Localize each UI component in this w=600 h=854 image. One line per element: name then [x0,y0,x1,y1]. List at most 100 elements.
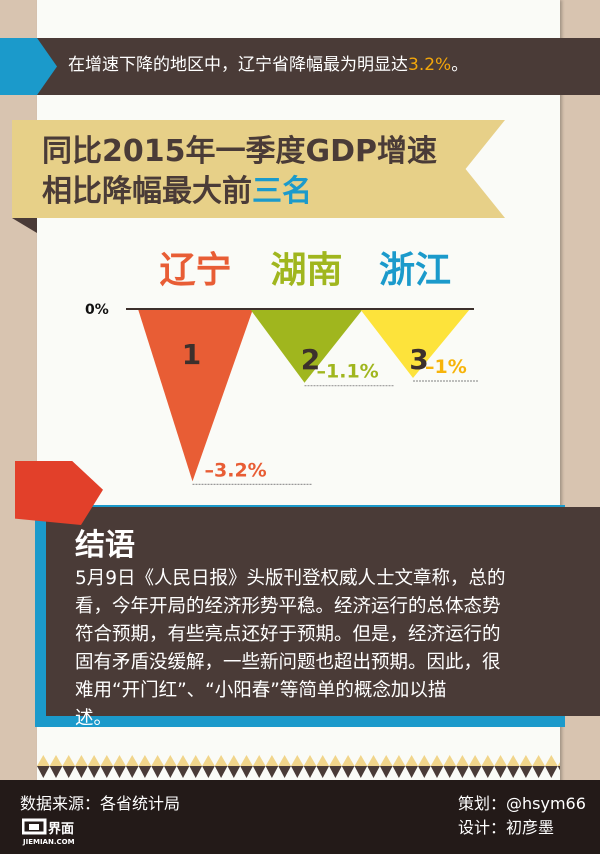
designer-credit: 设计：初彦墨 [458,818,555,837]
zigzag-tooth [62,766,76,778]
category-label: 浙江 [379,250,451,291]
conclusion-line: 固有矛盾没缓解，一些新问题也超出预期。因此，很 [75,652,501,673]
zigzag-tooth [303,755,317,766]
zigzag-tooth [519,755,533,766]
zigzag-tooth [494,766,507,778]
value-label: –3.2% [205,459,267,481]
zigzag-tooth [405,766,418,778]
conclusion-line: 述。 [75,708,113,729]
summary-main: 在增速下降的地区中，辽宁省降幅最为明显达 [68,55,408,75]
zigzag-tooth [189,755,203,766]
svg-text:界面: 界面 [48,821,74,837]
zigzag-tooth [125,755,139,766]
zigzag-tooth [316,766,330,778]
title-ribbon [12,120,505,218]
zigzag-tooth [367,755,380,766]
zigzag-tooth [329,755,342,766]
zigzag-tooth [392,766,406,778]
conclusion-line: 难用“开门红”、“小阳春”等简单的概念加以描 [75,680,447,701]
bar-triangle [250,309,363,383]
category-label: 湖南 [270,250,342,291]
zigzag-tooth [506,766,520,778]
zigzag-tooth [100,766,114,778]
triangle-chart: 辽宁 1 –3.2% 湖南 2–1.1% 浙江 3–1% 0% [85,250,478,485]
zigzag-tooth [240,755,253,766]
zigzag-tooth [75,755,88,766]
rank-label: 2 [301,343,320,376]
zigzag-tooth [329,766,342,778]
zigzag-divider [37,755,560,778]
zigzag-tooth [367,766,380,778]
zigzag-tooth [456,755,469,766]
zigzag-tooth [189,766,203,778]
conclusion-line: 5月9日《人民日报》头版刊登权威人士文章称，总的 [75,568,506,589]
zigzag-tooth [202,755,215,766]
zigzag-tooth [481,766,495,778]
zigzag-tooth [62,755,76,766]
conclusion-line: 看，今年开局的经济形势平稳。经济运行的总体态势 [75,596,501,617]
zigzag-tooth [557,761,560,766]
zigzag-tooth [252,755,266,766]
zigzag-tooth [341,755,355,766]
zigzag-tooth [87,766,101,778]
zigzag-tooth [316,755,330,766]
value-label: –1.1% [317,361,379,383]
title-line-1: 同比2015年一季度GDP增速 [42,134,438,169]
rank-label: 3 [409,343,428,376]
zigzag-tooth [176,755,190,766]
conclusion-body: 5月9日《人民日报》头版刊登权威人士文章称，总的 看，今年开局的经济形势平稳。经… [75,565,506,733]
ribbon-fold [12,218,37,233]
zigzag-tooth [532,755,545,766]
footer: 数据来源：各省统计局 界面 JIEMIAN.COM 策划：@hsym66 设计：… [0,780,600,854]
zigzag-tooth [240,766,253,778]
zigzag-tooth [418,755,431,766]
zigzag-tooth [494,755,507,766]
zigzag-tooth [519,766,533,778]
zigzag-tooth [303,766,317,778]
zigzag-tooth [138,755,152,766]
zigzag-tooth [37,766,50,778]
svg-text:JIEMIAN.COM: JIEMIAN.COM [22,838,75,846]
zero-axis-label: 0% [85,302,109,318]
zigzag-tooth [430,755,444,766]
zigzag-tooth [265,755,279,766]
bar-triangle [138,309,253,482]
zigzag-tooth [379,766,393,778]
zigzag-tooth [291,766,304,778]
category-label: 辽宁 [159,250,231,291]
zigzag-tooth [557,766,560,771]
zigzag-tooth [151,755,164,766]
zigzag-tooth [100,755,114,766]
summary-highlight: 3.2% [408,55,452,75]
zigzag-tooth [75,766,88,778]
zigzag-tooth [354,755,368,766]
bar-triangle [360,309,470,378]
zigzag-tooth [291,755,304,766]
zigzag-tooth [227,755,241,766]
zigzag-tooth [164,755,177,766]
zigzag-tooth [532,766,545,778]
zigzag-tooth [113,766,126,778]
zigzag-tooth [49,755,63,766]
zigzag-tooth [506,755,520,766]
zigzag-tooth [545,755,558,766]
zigzag-tooth [176,766,190,778]
title-line-2: 相比降幅最大前 [42,174,252,209]
zigzag-tooth [443,755,457,766]
zigzag-tooth [227,766,241,778]
zigzag-tooth [164,766,177,778]
data-source: 数据来源：各省统计局 [20,794,181,813]
zigzag-tooth [214,766,228,778]
zigzag-tooth [278,766,291,778]
zigzag-tooth [125,766,139,778]
zigzag-tooth [252,766,266,778]
chart-title: 同比2015年一季度GDP增速 相比降幅最大前三名 [42,132,437,212]
zigzag-tooth [278,755,291,766]
zigzag-tooth [481,755,495,766]
zigzag-tooth [405,755,418,766]
zigzag-tooth [545,766,558,778]
summary-text: 在增速下降的地区中，辽宁省降幅最为明显达3.2%。 [68,50,468,75]
conclusion-line: 符合预期，有些亮点还好于预期。但是，经济运行的 [75,624,501,645]
summary-suffix: 。 [451,55,469,75]
conclusion-box [46,507,600,716]
